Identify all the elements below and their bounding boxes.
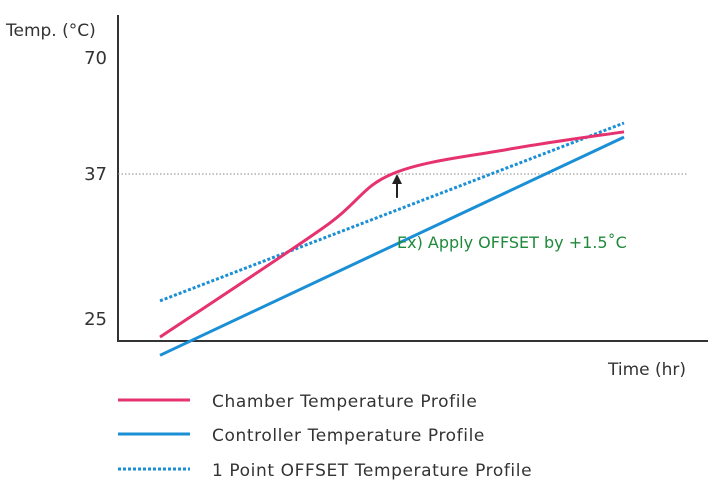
- y-tick-label: 70: [84, 48, 107, 69]
- series-lines: [159, 121, 625, 357]
- y-tick-label: 37: [84, 164, 107, 185]
- series-line-chamber: [159, 130, 625, 339]
- y-ticks: 70 37 25: [84, 48, 107, 330]
- legend-label: Controller Temperature Profile: [212, 426, 485, 446]
- offset-arrow: [392, 174, 402, 198]
- offset-arrow-head: [392, 174, 402, 184]
- series-line-offset: [159, 121, 625, 303]
- legend: Chamber Temperature Profile Controller T…: [118, 392, 532, 481]
- x-axis-label: Time (hr): [607, 360, 686, 380]
- legend-label: Chamber Temperature Profile: [212, 392, 477, 412]
- plot-area: [117, 15, 708, 342]
- legend-item: Controller Temperature Profile: [118, 426, 485, 446]
- y-tick-label: 25: [84, 309, 107, 330]
- legend-item: 1 Point OFFSET Temperature Profile: [118, 461, 532, 481]
- legend-label: 1 Point OFFSET Temperature Profile: [212, 461, 532, 481]
- legend-item: Chamber Temperature Profile: [118, 392, 477, 412]
- series-line-controller: [159, 135, 625, 357]
- y-axis-label: Temp. (°C): [5, 21, 96, 41]
- offset-annotation: Ex) Apply OFFSET by +1.5˚C: [397, 233, 627, 252]
